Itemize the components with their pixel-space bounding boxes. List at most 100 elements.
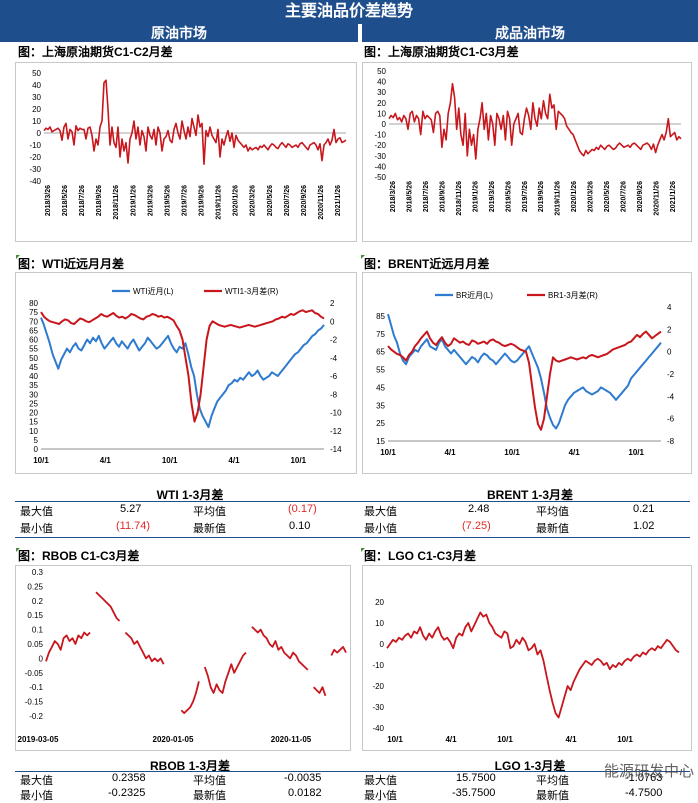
x-tick-label: 2019/1/26 bbox=[130, 185, 137, 216]
y-tick-label: 0.15 bbox=[27, 611, 43, 620]
y-tick-label: 10 bbox=[32, 117, 41, 126]
x-tick-label: 10/1 bbox=[617, 735, 633, 744]
stats-title-lgo: LGO 1-3月差 bbox=[494, 759, 566, 773]
chart-wti: 80 75 70 65 60 55 50 45 40 35 30 25 20 15 10 5 0 2 0 -2 -4 -6… bbox=[15, 272, 357, 474]
x-tick-label: 2018/9/26 bbox=[439, 181, 446, 212]
label-avg: 平均值 bbox=[536, 775, 569, 787]
legend-label: WTI1-3月差(R) bbox=[225, 286, 279, 296]
rbob-min: -0.2325 bbox=[108, 787, 146, 799]
y-tick-label: 20 bbox=[377, 99, 386, 108]
x-tick-label: 2019-03-05 bbox=[18, 735, 59, 744]
y-tick-label-left: 0 bbox=[34, 445, 39, 454]
x-tick-label: 2019/1/26 bbox=[472, 181, 479, 212]
x-tick-label: 2020/3/26 bbox=[588, 181, 595, 212]
y-tick-label: 0.3 bbox=[32, 568, 44, 577]
y-tick-label: 0 bbox=[380, 640, 385, 649]
x-tick-label: 2019/11/26 bbox=[216, 185, 223, 220]
x-tick-label: 2021/1/26 bbox=[670, 181, 677, 212]
y-tick-label-left: 25 bbox=[376, 419, 385, 428]
y-tick-label-left: 55 bbox=[376, 366, 385, 375]
y-tick-label: 0.2 bbox=[32, 597, 44, 606]
stats-title-brent: BRENT 1-3月差 bbox=[486, 488, 573, 502]
y-tick-label: -10 bbox=[374, 131, 386, 140]
x-tick-label: 2020/9/26 bbox=[301, 185, 308, 216]
x-tick-label: 2020-01-05 bbox=[153, 735, 194, 744]
x-tick-label: 2019/11/26 bbox=[555, 181, 562, 216]
y-tick-label: 20 bbox=[32, 105, 41, 114]
y-tick-label-right: 0 bbox=[330, 317, 335, 326]
x-tick-label: 10/1 bbox=[162, 456, 178, 465]
x-tick-label: 4/1 bbox=[228, 456, 240, 465]
x-tick-label: 10/1 bbox=[497, 735, 513, 744]
panel-title-rbob: 图：RBOB C1-C3月差 bbox=[18, 549, 140, 563]
corner-marker bbox=[361, 255, 365, 259]
y-tick-label-left: 50 bbox=[29, 354, 38, 363]
y-tick-label: 50 bbox=[32, 69, 41, 78]
x-tick-label: 2018/5/26 bbox=[62, 185, 69, 216]
x-tick-label: 2020/1/26 bbox=[233, 185, 240, 216]
chart-lgo: 20 10 0 -10 -20 -30 -40 10/1 4/1 10/1 4/1 10/1 bbox=[362, 565, 692, 751]
y-tick-label-left: 45 bbox=[29, 363, 38, 372]
x-tick-label: 2019/3/26 bbox=[147, 185, 154, 216]
label-latest: 最新值 bbox=[193, 523, 226, 535]
y-tick-label: -40 bbox=[372, 724, 384, 733]
series-line-brent-1 bbox=[387, 330, 662, 431]
watermark: 能源研发中心 bbox=[603, 763, 694, 780]
x-tick-label: 2020/7/26 bbox=[284, 185, 291, 216]
brent-avg: 0.21 bbox=[633, 503, 655, 515]
brent-max: 2.48 bbox=[468, 503, 490, 515]
y-tick-label: 0.05 bbox=[27, 640, 43, 649]
x-tick-label: 2018/11/26 bbox=[113, 185, 120, 220]
chart-sc-c1c2-svg: 50 40 30 20 10 0 -10 -20 -30 -40 2018/3/26 2018/5/2… bbox=[29, 69, 347, 220]
wti-latest: 0.10 bbox=[289, 520, 311, 532]
stats-table-2: 最大值 0.2358 平均值 -0.0035 最小值 -0.2325 最新值 0… bbox=[0, 772, 698, 802]
y-tick-label-left: 60 bbox=[29, 336, 38, 345]
rbob-max: 0.2358 bbox=[112, 772, 146, 784]
x-tick-label: 2020/11/26 bbox=[318, 185, 325, 220]
y-tick-label-right: -6 bbox=[667, 415, 675, 424]
x-tick-label: 2018/11/26 bbox=[456, 181, 463, 216]
brent-latest: 1.02 bbox=[633, 520, 655, 532]
chart-wti-svg: 8075706560555045403530252015105020-2-4-6… bbox=[29, 286, 342, 465]
y-tick-label: -40 bbox=[374, 162, 386, 171]
section-crude: 原油市场 bbox=[0, 24, 358, 42]
y-tick-label-right: 0 bbox=[667, 348, 672, 357]
y-tick-label-left: 15 bbox=[376, 437, 385, 446]
x-tick-label: 2020/1/26 bbox=[571, 181, 578, 212]
y-tick-label: 30 bbox=[377, 88, 386, 97]
y-tick-label: -50 bbox=[374, 173, 386, 182]
x-tick-label: 2019/5/26 bbox=[164, 185, 171, 216]
y-tick-label-right: -12 bbox=[330, 427, 342, 436]
corner-marker bbox=[361, 548, 365, 552]
y-tick-label-left: 10 bbox=[29, 427, 38, 436]
panel-title-sc-c1c3: 图：上海原油期货C1-C3月差 bbox=[364, 45, 519, 59]
x-tick-label: 2020-11-05 bbox=[271, 735, 312, 744]
y-tick-label: 40 bbox=[32, 81, 41, 90]
x-tick-label: 2019/3/26 bbox=[489, 181, 496, 212]
lgo-min: -35.7500 bbox=[452, 787, 496, 799]
wti-min: (11.74) bbox=[116, 520, 151, 532]
label-min: 最小值 bbox=[364, 790, 397, 802]
x-tick-label: 2020/3/26 bbox=[250, 185, 257, 216]
x-tick-label: 10/1 bbox=[387, 735, 403, 744]
x-tick-label: 4/1 bbox=[565, 735, 577, 744]
chart-sc-c1c2: 50 40 30 20 10 0 -10 -20 -30 -40 2018/3/26 2018/5/2… bbox=[15, 62, 357, 242]
brent-min: (7.25) bbox=[462, 520, 491, 532]
y-tick-label: 10 bbox=[377, 109, 386, 118]
x-tick-label: 2019/7/26 bbox=[522, 181, 529, 212]
y-tick-label: 0.1 bbox=[32, 626, 44, 635]
y-tick-label-right: -8 bbox=[667, 437, 675, 446]
x-tick-label: 2018/7/26 bbox=[423, 181, 430, 212]
x-tick-label: 2019/9/26 bbox=[199, 185, 206, 216]
series-line-brent-0 bbox=[387, 313, 662, 430]
y-tick-label-left: 40 bbox=[29, 372, 38, 381]
stats-title-wti: WTI 1-3月差 bbox=[156, 488, 224, 502]
label-min: 最小值 bbox=[364, 523, 397, 535]
label-max: 最大值 bbox=[20, 506, 53, 518]
stats-table-1: 最大值 5.27 平均值 (0.17) 最小值 (11.74) 最新值 0.10… bbox=[0, 503, 698, 537]
series-line-rbob bbox=[45, 591, 347, 714]
y-tick-label-right: 4 bbox=[667, 303, 672, 312]
panel-title-lgo: 图：LGO C1-C3月差 bbox=[364, 549, 477, 563]
divider bbox=[15, 537, 690, 538]
